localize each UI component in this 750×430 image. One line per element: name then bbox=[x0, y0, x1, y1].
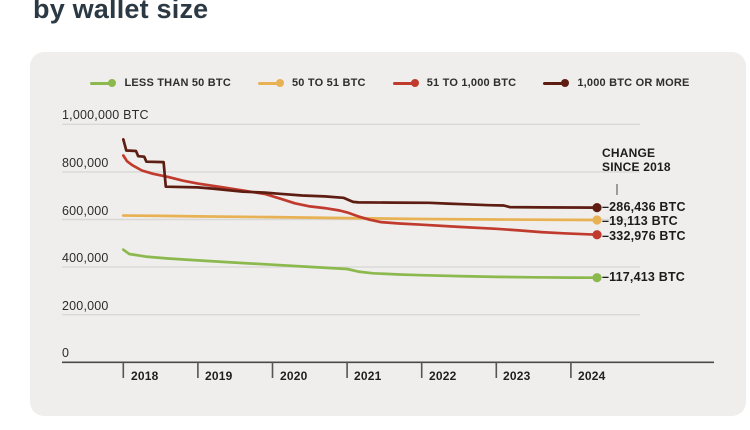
x-axis-year-label: 2020 bbox=[280, 369, 308, 383]
x-axis-year-label: 2021 bbox=[354, 369, 382, 383]
series-end-dot-icon bbox=[592, 230, 602, 240]
y-axis-tick-label: 0 bbox=[62, 346, 70, 360]
legend-item-1000-btc-or-more[interactable]: 1,000 BTC OR MORE bbox=[543, 77, 689, 89]
legend-label: 50 TO 51 BTC bbox=[291, 77, 366, 89]
change-label-50-to-51-btc: –19,113 BTC bbox=[602, 213, 678, 228]
series-end-dot-icon bbox=[592, 203, 602, 213]
annotation-pointer-tick bbox=[616, 184, 618, 195]
y-axis-tick-label: 600,000 bbox=[62, 203, 109, 218]
line-marker-icon bbox=[257, 79, 284, 87]
x-axis-year-label: 2022 bbox=[429, 369, 457, 383]
x-axis-year-label: 2023 bbox=[503, 369, 531, 383]
page-title: by wallet size bbox=[33, 0, 209, 24]
y-axis-tick-label: 1,000,000 BTC bbox=[62, 108, 149, 122]
legend-item-50-to-51-btc[interactable]: 50 TO 51 BTC bbox=[257, 77, 366, 89]
x-axis-year-label: 2024 bbox=[578, 369, 606, 383]
legend-label: 1,000 BTC OR MORE bbox=[577, 77, 690, 89]
legend-item-less-than-50-btc[interactable]: LESS THAN 50 BTC bbox=[90, 77, 231, 89]
change-label-less-than-50-btc: –117,413 BTC bbox=[602, 270, 686, 284]
line-marker-icon bbox=[90, 79, 117, 87]
legend-label: LESS THAN 50 BTC bbox=[124, 77, 231, 89]
y-axis-tick-label: 200,000 bbox=[62, 298, 109, 313]
series-line bbox=[121, 214, 599, 222]
x-axis-year-label: 2018 bbox=[131, 369, 159, 383]
legend-label: 51 TO 1,000 BTC bbox=[426, 77, 517, 89]
line-marker-icon bbox=[392, 79, 419, 87]
legend-item-51-to-1000-btc[interactable]: 51 TO 1,000 BTC bbox=[392, 77, 517, 89]
chart-card bbox=[30, 52, 746, 416]
series-end-dot-icon bbox=[592, 215, 602, 225]
y-axis-tick-label: 400,000 bbox=[62, 251, 109, 265]
series-line bbox=[121, 138, 599, 209]
y-axis-tick-label: 800,000 bbox=[62, 156, 109, 170]
change-label-51-to-1000-btc: –332,976 BTC bbox=[602, 228, 686, 243]
series-line bbox=[121, 248, 599, 280]
series-line bbox=[121, 154, 599, 237]
change-label-1000-btc-or-more: –286,436 BTC bbox=[602, 200, 686, 214]
chart-legend: LESS THAN 50 BTC 50 TO 51 BTC 51 TO 1,00… bbox=[60, 77, 720, 89]
series-end-dot-icon bbox=[592, 273, 602, 283]
line-marker-icon bbox=[543, 79, 570, 87]
change-since-2018-header: CHANGE SINCE 2018 bbox=[602, 146, 671, 174]
x-axis-year-label: 2019 bbox=[205, 369, 233, 383]
